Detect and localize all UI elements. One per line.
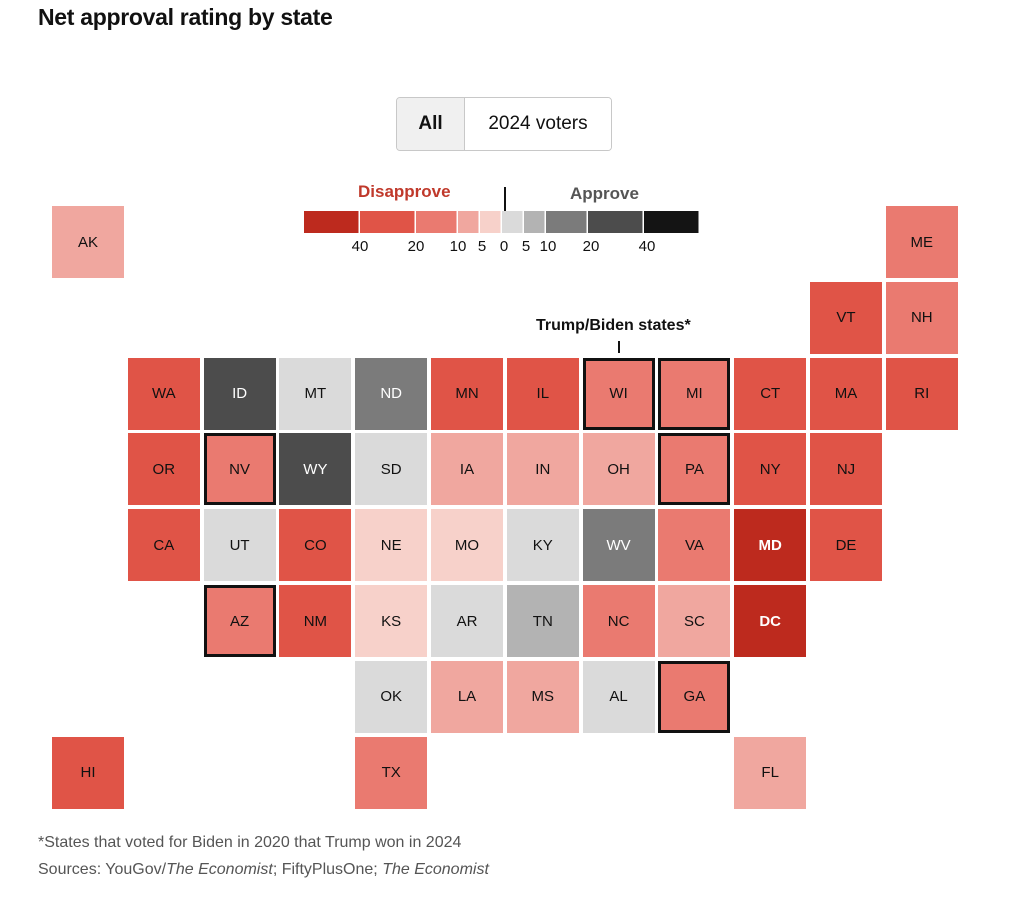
state-tile-ks[interactable]: KS: [355, 585, 428, 657]
state-tile-ky[interactable]: KY: [506, 509, 579, 582]
state-tile-la[interactable]: LA: [431, 660, 503, 733]
legend-tick-label: 40: [351, 238, 369, 255]
state-tile-al[interactable]: AL: [582, 660, 655, 733]
state-tile-mt[interactable]: MT: [279, 357, 352, 430]
state-tile-sd[interactable]: SD: [355, 433, 428, 506]
sources-italic-1: The Economist: [166, 861, 273, 878]
legend-approve-label: Approve: [570, 184, 639, 203]
legend-tick-label: 20: [407, 238, 425, 255]
state-tile-tx[interactable]: TX: [355, 736, 428, 809]
state-tile-id[interactable]: ID: [203, 357, 276, 430]
legend-tick-label: 40: [638, 238, 656, 255]
state-tile-nm[interactable]: NM: [279, 585, 352, 657]
state-tile-wy[interactable]: WY: [279, 433, 352, 506]
state-tile-in[interactable]: IN: [506, 433, 579, 506]
state-tile-ct[interactable]: CT: [734, 357, 807, 430]
state-tile-ut[interactable]: UT: [203, 509, 276, 582]
legend-color-scale: [304, 211, 699, 233]
state-tile-oh[interactable]: OH: [582, 433, 655, 506]
legend-tick-label: 5: [477, 238, 487, 255]
state-tile-me[interactable]: ME: [885, 206, 958, 278]
state-tile-mo[interactable]: MO: [431, 509, 503, 582]
state-tile-wv[interactable]: WV: [582, 509, 655, 582]
legend-swatch: [480, 211, 501, 233]
footnote: *States that voted for Biden in 2020 tha…: [38, 834, 462, 851]
state-tile-mn[interactable]: MN: [431, 357, 503, 430]
annotation-pointer: [618, 341, 620, 353]
state-tile-vt[interactable]: VT: [810, 281, 882, 354]
state-tile-ia[interactable]: IA: [431, 433, 503, 506]
legend-swatch: [304, 211, 359, 233]
toggle-option-2024-voters[interactable]: 2024 voters: [465, 98, 611, 150]
sources-middle: ; FiftyPlusOne;: [272, 861, 383, 878]
state-tile-ar[interactable]: AR: [431, 585, 503, 657]
state-tile-ok[interactable]: OK: [355, 660, 428, 733]
state-tile-ma[interactable]: MA: [810, 357, 882, 430]
state-tile-ri[interactable]: RI: [885, 357, 958, 430]
legend-disapprove-label: Disapprove: [358, 182, 451, 201]
state-tile-dc[interactable]: DC: [734, 585, 807, 657]
state-tile-nj[interactable]: NJ: [810, 433, 882, 506]
state-tile-ny[interactable]: NY: [734, 433, 807, 506]
state-tile-pa[interactable]: PA: [658, 433, 731, 506]
legend-tick-label: 5: [521, 238, 531, 255]
legend-tick-label: 20: [582, 238, 600, 255]
state-tile-fl[interactable]: FL: [734, 736, 807, 809]
state-tile-co[interactable]: CO: [279, 509, 352, 582]
state-tile-ms[interactable]: MS: [506, 660, 579, 733]
state-tile-nd[interactable]: ND: [355, 357, 428, 430]
sources-prefix: Sources: YouGov/: [38, 861, 167, 878]
state-tile-nc[interactable]: NC: [582, 585, 655, 657]
legend-swatch: [546, 211, 587, 233]
state-tile-ne[interactable]: NE: [355, 509, 428, 582]
chart-title: Net approval rating by state: [38, 4, 333, 30]
legend-swatch: [416, 211, 457, 233]
sources-italic-2: The Economist: [382, 861, 489, 878]
state-tile-ak[interactable]: AK: [52, 206, 124, 278]
legend-zero-line: [504, 187, 506, 232]
legend-swatch: [588, 211, 643, 233]
legend-tick-label: 0: [499, 238, 509, 255]
state-tile-sc[interactable]: SC: [658, 585, 731, 657]
legend-swatch: [644, 211, 699, 233]
state-tile-ga[interactable]: GA: [658, 660, 731, 733]
legend-swatch: [524, 211, 545, 233]
legend-swatch: [502, 211, 523, 233]
state-tile-il[interactable]: IL: [506, 357, 579, 430]
state-tile-de[interactable]: DE: [810, 509, 882, 582]
state-tile-ca[interactable]: CA: [127, 509, 200, 582]
state-tile-or[interactable]: OR: [127, 433, 200, 506]
state-tile-tn[interactable]: TN: [506, 585, 579, 657]
sources-line: Sources: YouGov/The Economist; FiftyPlus…: [38, 861, 489, 879]
state-tile-va[interactable]: VA: [658, 509, 731, 582]
voter-filter-toggle: All 2024 voters: [396, 97, 612, 151]
state-tile-nv[interactable]: NV: [203, 433, 276, 506]
state-tile-nh[interactable]: NH: [885, 281, 958, 354]
state-tile-wa[interactable]: WA: [127, 357, 200, 430]
legend-tick-label: 10: [539, 238, 557, 255]
state-tile-mi[interactable]: MI: [658, 357, 731, 430]
legend-swatch: [458, 211, 479, 233]
toggle-option-all[interactable]: All: [397, 98, 465, 150]
state-tile-md[interactable]: MD: [734, 509, 807, 582]
legend-swatch: [360, 211, 415, 233]
state-tile-wi[interactable]: WI: [582, 357, 655, 430]
trump-biden-annotation: Trump/Biden states*: [536, 317, 691, 334]
legend-tick-label: 10: [449, 238, 467, 255]
state-tile-az[interactable]: AZ: [203, 585, 276, 657]
state-tile-hi[interactable]: HI: [52, 736, 124, 809]
